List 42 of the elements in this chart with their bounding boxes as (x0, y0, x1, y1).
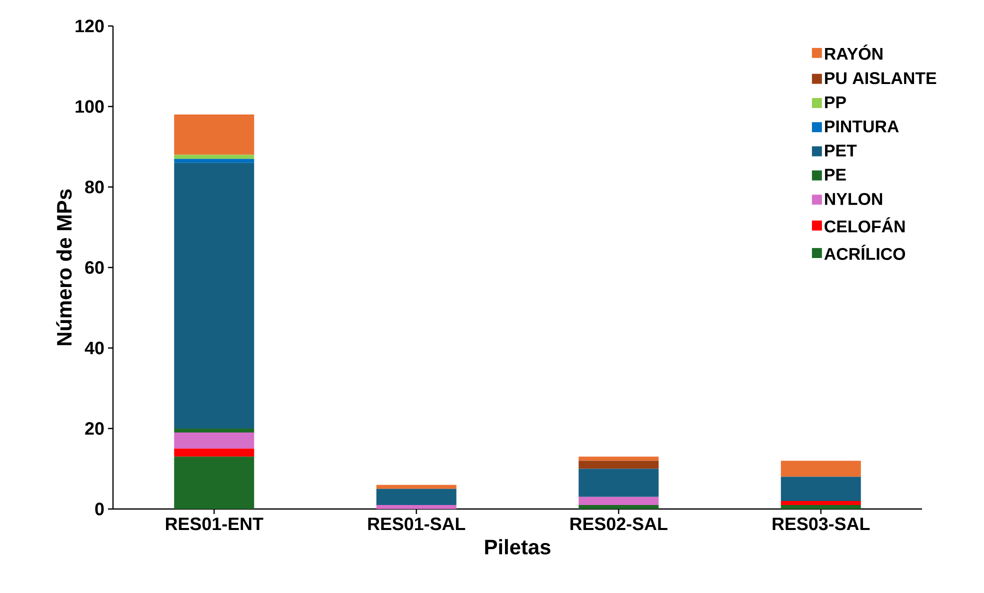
y-tick-label: 20 (85, 422, 104, 435)
x-tick-label: RES03-SAL (772, 518, 870, 530)
x-tick-label: RES02-SAL (570, 518, 668, 530)
y-tick-label: 120 (76, 20, 104, 32)
bar (174, 154, 254, 159)
bar (780, 476, 861, 501)
y-tick-label: 80 (85, 180, 104, 194)
bar (376, 504, 456, 509)
bar (578, 456, 659, 461)
legend-label: PU AISLANTE (825, 72, 936, 84)
legend-label: PET (825, 144, 857, 156)
bar (578, 504, 659, 509)
bar (578, 460, 659, 469)
bar (174, 428, 254, 433)
bar (376, 488, 456, 505)
legend-label: ACRÍLICO (824, 244, 906, 260)
x-tick-label: RES01-ENT (166, 518, 264, 530)
x-tick-label: RES01-SAL (368, 518, 466, 530)
bar (174, 162, 254, 428)
legend-label: CELOFÁN (824, 217, 905, 232)
bar (174, 432, 254, 449)
legend-label: PINTURA (825, 120, 899, 132)
bar (780, 460, 861, 477)
y-tick-label: 60 (85, 261, 104, 274)
y-axis-title: Número de MPs (56, 189, 72, 346)
y-tick-label: 100 (76, 100, 104, 113)
x-axis-title: Piletas (485, 539, 550, 554)
bar (376, 484, 456, 489)
y-tick-label: 0 (95, 502, 104, 516)
bar (174, 456, 254, 509)
bar (174, 448, 254, 457)
legend-label: PE (825, 168, 846, 181)
y-tick-label: 40 (84, 342, 104, 354)
bar (780, 500, 861, 505)
bar (578, 496, 659, 505)
bar (578, 468, 659, 497)
bar (780, 504, 861, 509)
legend-label: RAYÓN (825, 44, 882, 60)
legend-label: NYLON (825, 192, 882, 205)
bar (174, 114, 254, 155)
legend-label: PP (825, 96, 846, 108)
bar (174, 158, 254, 163)
